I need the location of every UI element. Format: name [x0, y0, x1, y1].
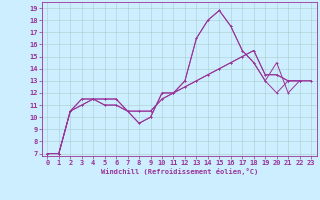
X-axis label: Windchill (Refroidissement éolien,°C): Windchill (Refroidissement éolien,°C): [100, 168, 258, 175]
